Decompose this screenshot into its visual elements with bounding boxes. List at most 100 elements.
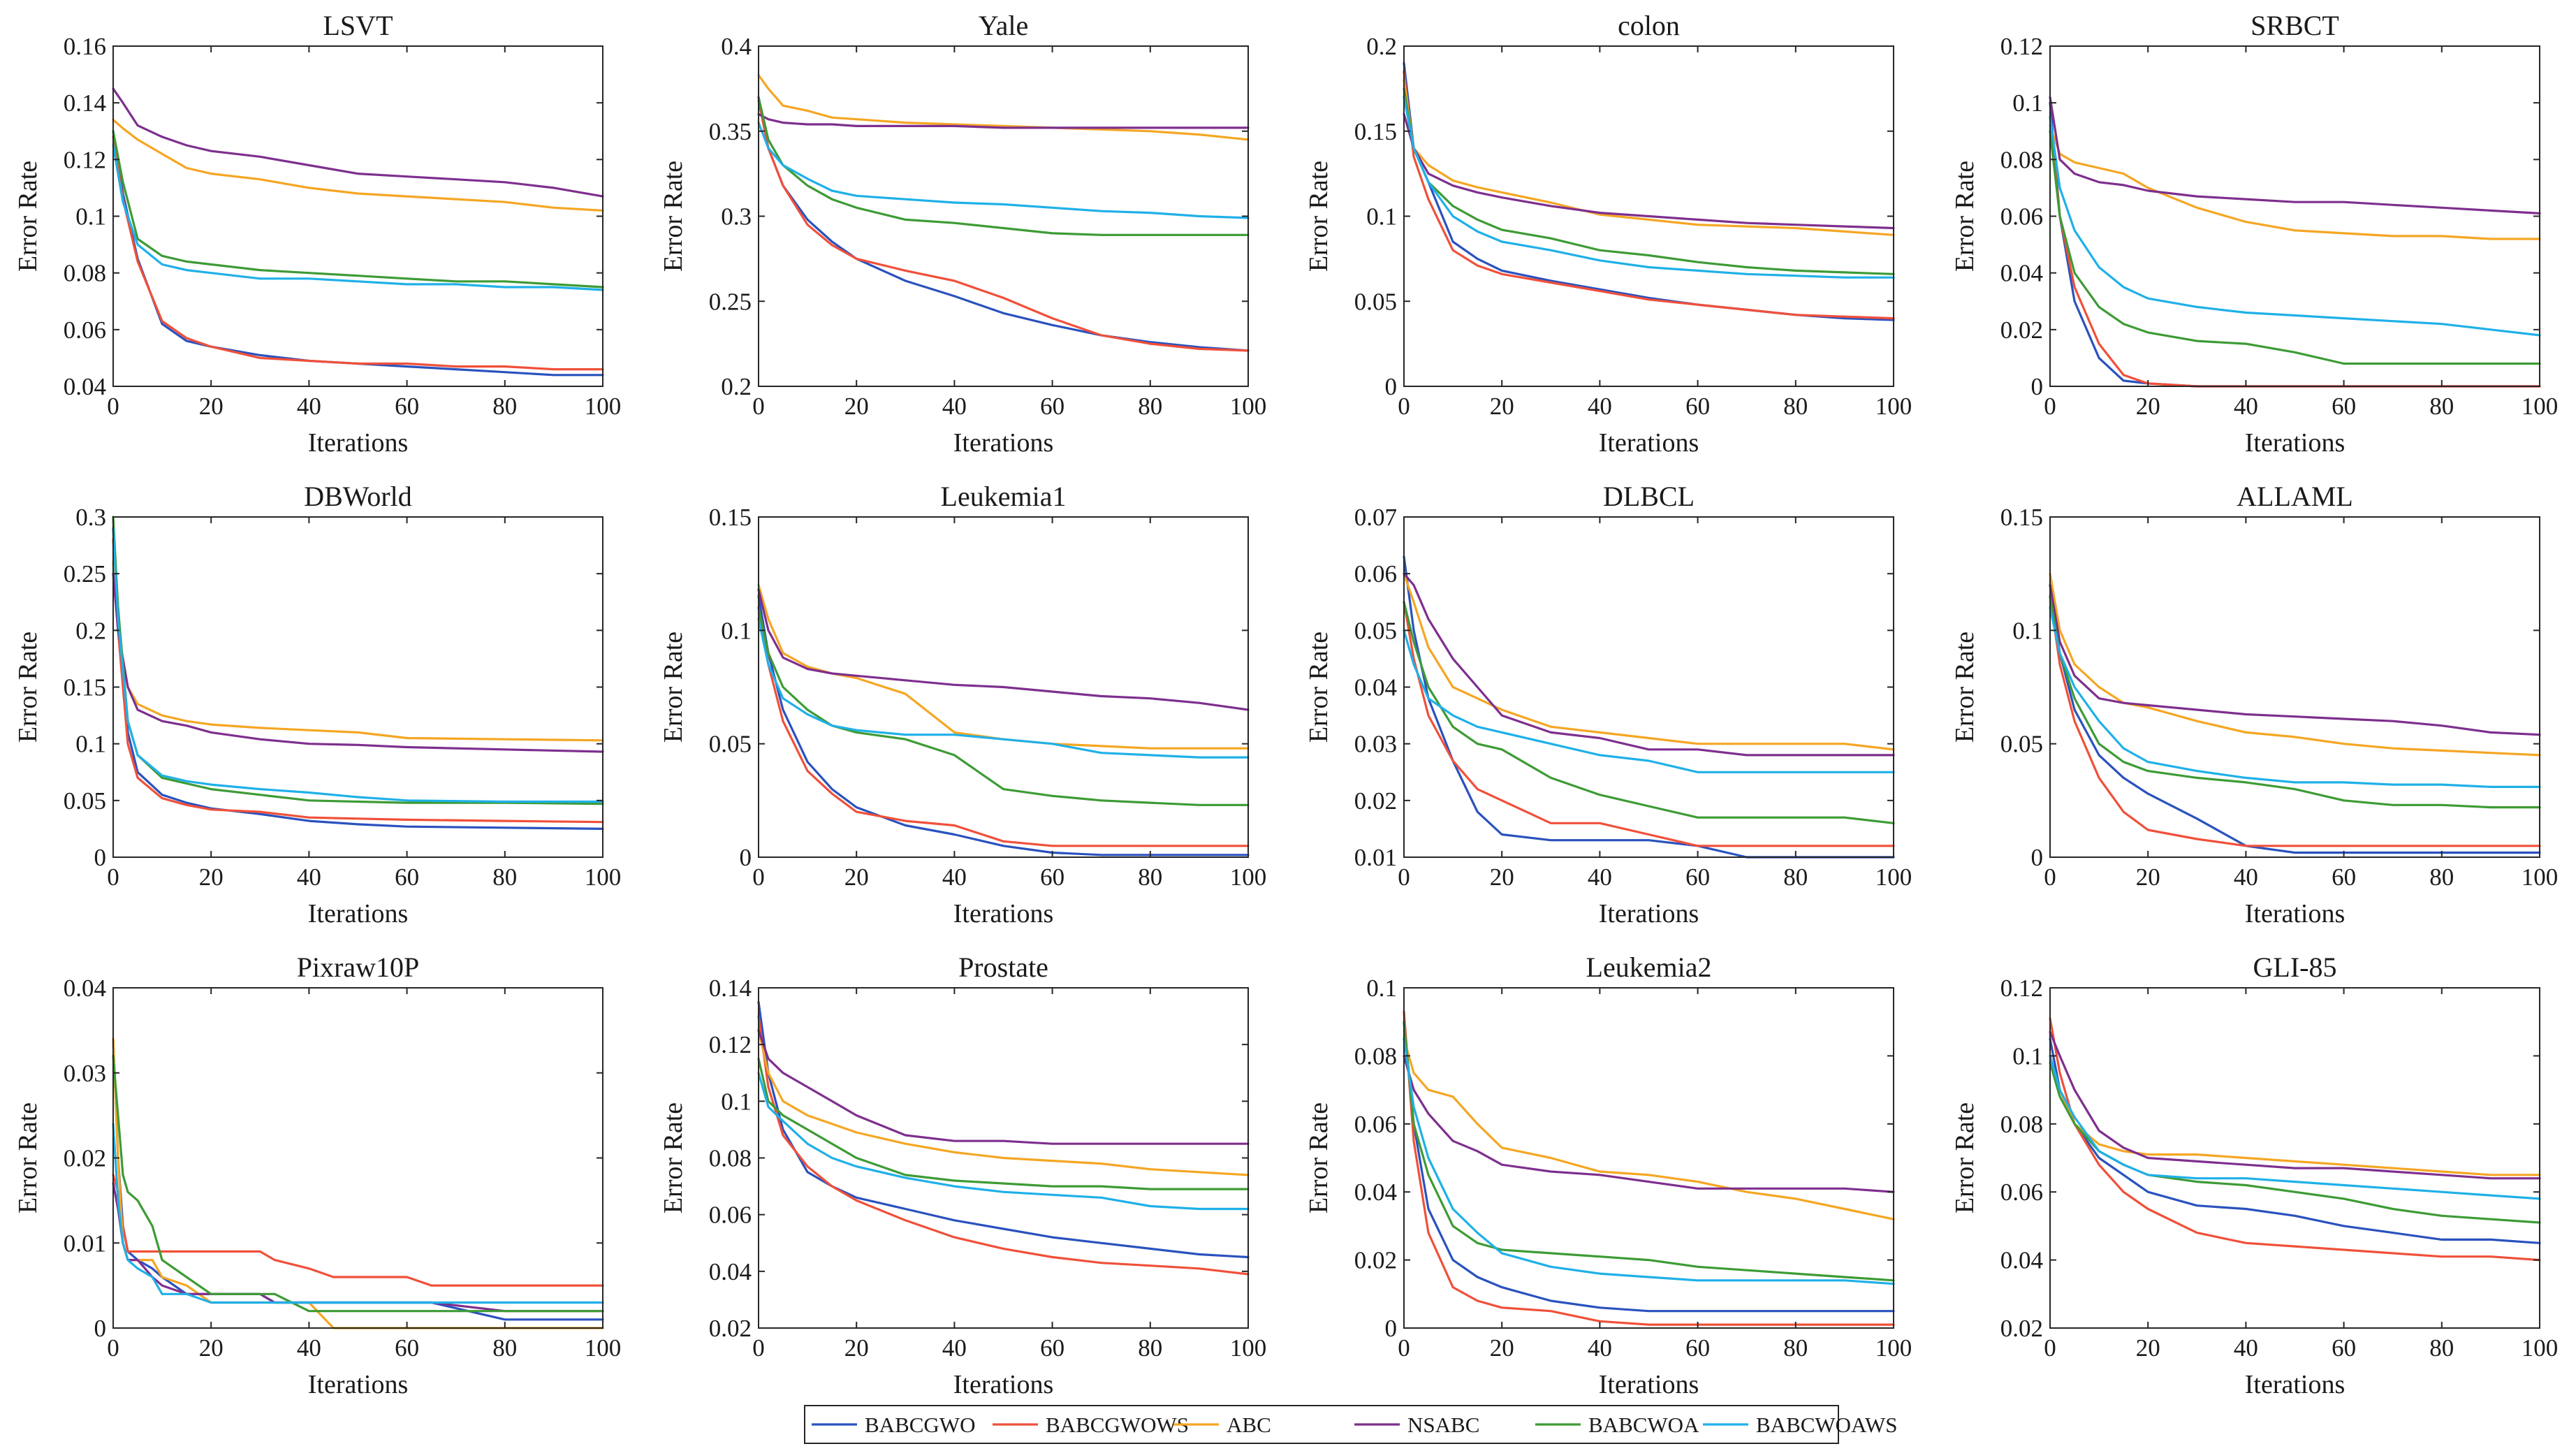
y-tick-label: 0 xyxy=(740,844,752,871)
y-tick-label: 0 xyxy=(94,1315,107,1342)
x-tick-label: 0 xyxy=(107,393,119,420)
series-line-abc xyxy=(1403,1037,1895,1220)
plot-area xyxy=(2050,988,2540,1328)
series-line-babcgwo xyxy=(757,1000,1250,1259)
y-tick-label: 0.06 xyxy=(2000,203,2043,231)
x-tick-label: 40 xyxy=(297,863,321,891)
series-line-babcwoaws xyxy=(2049,115,2541,337)
y-tick-label: 0.06 xyxy=(1354,560,1397,588)
y-tick-label: 0.05 xyxy=(2000,731,2043,758)
y-tick-label: 0.1 xyxy=(2012,1042,2043,1070)
y-tick-label: 0.01 xyxy=(64,1230,106,1257)
y-tick-label: 0.25 xyxy=(709,288,752,315)
series-line-babcwoa xyxy=(2049,1061,2541,1224)
series-line-babcwoa xyxy=(112,1054,604,1313)
x-tick-label: 100 xyxy=(1230,863,1267,891)
subplot-grid: 0 20 40 60 80 100 0.04 0.06 0.08 0.1 0.12 0.14 0.16 L… xyxy=(13,10,2558,1399)
x-tick-label: 80 xyxy=(1783,393,1808,420)
x-tick-label: 20 xyxy=(1490,1334,1514,1362)
panel-title: DLBCL xyxy=(1603,481,1695,512)
plot-area xyxy=(2050,46,2540,386)
series-line-babcwoaws xyxy=(112,527,604,803)
x-tick-label: 60 xyxy=(1685,393,1710,420)
legend-label: NSABC xyxy=(1407,1413,1479,1437)
y-tick-label: 0.1 xyxy=(2012,617,2043,644)
y-tick-label: 0.12 xyxy=(2000,975,2043,1002)
x-tick-label: 80 xyxy=(2429,1334,2454,1362)
series-line-babcgwows xyxy=(757,1014,1250,1276)
x-tick-label: 40 xyxy=(1588,863,1612,891)
y-tick-label: 0.08 xyxy=(2000,146,2043,173)
y-axis-label: Error Rate xyxy=(1950,1102,1979,1213)
series-line-babcgwo xyxy=(1403,1021,1895,1313)
series-line-abc xyxy=(757,583,1250,750)
y-tick-label: 0.1 xyxy=(1366,203,1397,231)
x-tick-label: 60 xyxy=(2332,863,2356,891)
x-tick-label: 20 xyxy=(2136,393,2160,420)
series-line-babcwoa xyxy=(1403,601,1895,824)
x-tick-label: 80 xyxy=(492,393,517,420)
series-line-babcwoa xyxy=(757,1057,1250,1190)
y-tick-label: 0.05 xyxy=(1354,288,1397,315)
y-axis-label: Error Rate xyxy=(1304,1102,1333,1213)
x-tick-label: 0 xyxy=(2044,1334,2056,1362)
x-tick-label: 60 xyxy=(1040,1334,1064,1362)
series-line-babcgwows xyxy=(2049,1017,2541,1262)
panel-leukemia2: 0 20 40 60 80 100 0 0.02 0.04 0.06 0.08 0.1 Leukemia… xyxy=(1304,951,1912,1399)
legend-item-babcgwo: BABCGWO xyxy=(812,1413,975,1437)
x-tick-label: 100 xyxy=(1230,1334,1267,1362)
y-tick-label: 0.02 xyxy=(709,1315,752,1342)
series-line-abc xyxy=(757,1029,1250,1176)
panel-pixraw10p: 0 20 40 60 80 100 0 0.01 0.02 0.03 0.04 Pixraw10P It… xyxy=(13,951,621,1399)
panel-title: colon xyxy=(1618,10,1680,41)
plot-area xyxy=(113,46,603,386)
x-axis-label: Iterations xyxy=(1599,1370,1699,1399)
y-tick-label: 0.2 xyxy=(1366,33,1397,60)
y-axis-label: Error Rate xyxy=(1950,161,1979,272)
x-tick-label: 0 xyxy=(107,1334,119,1362)
y-tick-label: 0.4 xyxy=(721,33,752,60)
y-tick-label: 0.05 xyxy=(1354,617,1397,644)
y-tick-label: 0 xyxy=(2031,373,2044,400)
y-tick-label: 0.04 xyxy=(2000,260,2043,287)
y-tick-label: 0.15 xyxy=(1354,118,1397,145)
y-tick-label: 0 xyxy=(1385,1315,1398,1342)
y-tick-label: 0.1 xyxy=(721,617,752,644)
series-line-babcgwows xyxy=(757,99,1250,352)
legend: BABCGWO BABCGWOWS ABC NSABC BABCWOA BABCWOAWS xyxy=(804,1405,1897,1444)
x-tick-label: 0 xyxy=(1398,1334,1410,1362)
x-tick-label: 100 xyxy=(585,393,622,420)
x-tick-label: 0 xyxy=(2044,393,2056,420)
series-line-babcgwo xyxy=(2049,583,2541,854)
panel-title: Yale xyxy=(979,10,1029,41)
x-axis-label: Iterations xyxy=(308,899,409,928)
legend-label: ABC xyxy=(1227,1413,1271,1437)
y-tick-label: 0.1 xyxy=(75,203,106,231)
series-line-babcwoaws xyxy=(757,122,1250,219)
y-tick-label: 0.02 xyxy=(64,1145,106,1172)
y-tick-label: 0.08 xyxy=(2000,1111,2043,1138)
series-line-abc xyxy=(2049,572,2541,757)
x-tick-label: 100 xyxy=(1875,393,1912,420)
x-axis-label: Iterations xyxy=(308,1370,409,1399)
x-tick-label: 100 xyxy=(1875,1334,1912,1362)
x-tick-label: 80 xyxy=(1138,393,1162,420)
y-tick-label: 0.04 xyxy=(64,373,106,400)
y-tick-label: 0.01 xyxy=(1354,844,1397,871)
legend-item-abc: ABC xyxy=(1173,1413,1271,1437)
x-tick-label: 0 xyxy=(1398,863,1410,891)
series-line-nsabc xyxy=(1403,1054,1895,1193)
x-tick-label: 80 xyxy=(1138,863,1162,891)
y-axis-label: Error Rate xyxy=(13,161,43,272)
y-tick-label: 0.08 xyxy=(1354,1042,1397,1070)
panel-title: SRBCT xyxy=(2251,10,2339,41)
x-tick-label: 20 xyxy=(199,863,224,891)
series-line-abc xyxy=(757,73,1250,141)
panel-prostate: 0 20 40 60 80 100 0.02 0.04 0.06 0.08 0.1 0.12 0.14 P… xyxy=(659,951,1266,1399)
y-tick-label: 0.15 xyxy=(64,674,106,701)
y-tick-label: 0 xyxy=(94,844,107,871)
y-tick-label: 0.04 xyxy=(709,1258,752,1285)
x-tick-label: 100 xyxy=(585,1334,622,1362)
y-tick-label: 0.14 xyxy=(709,975,752,1002)
x-tick-label: 0 xyxy=(1398,393,1410,420)
